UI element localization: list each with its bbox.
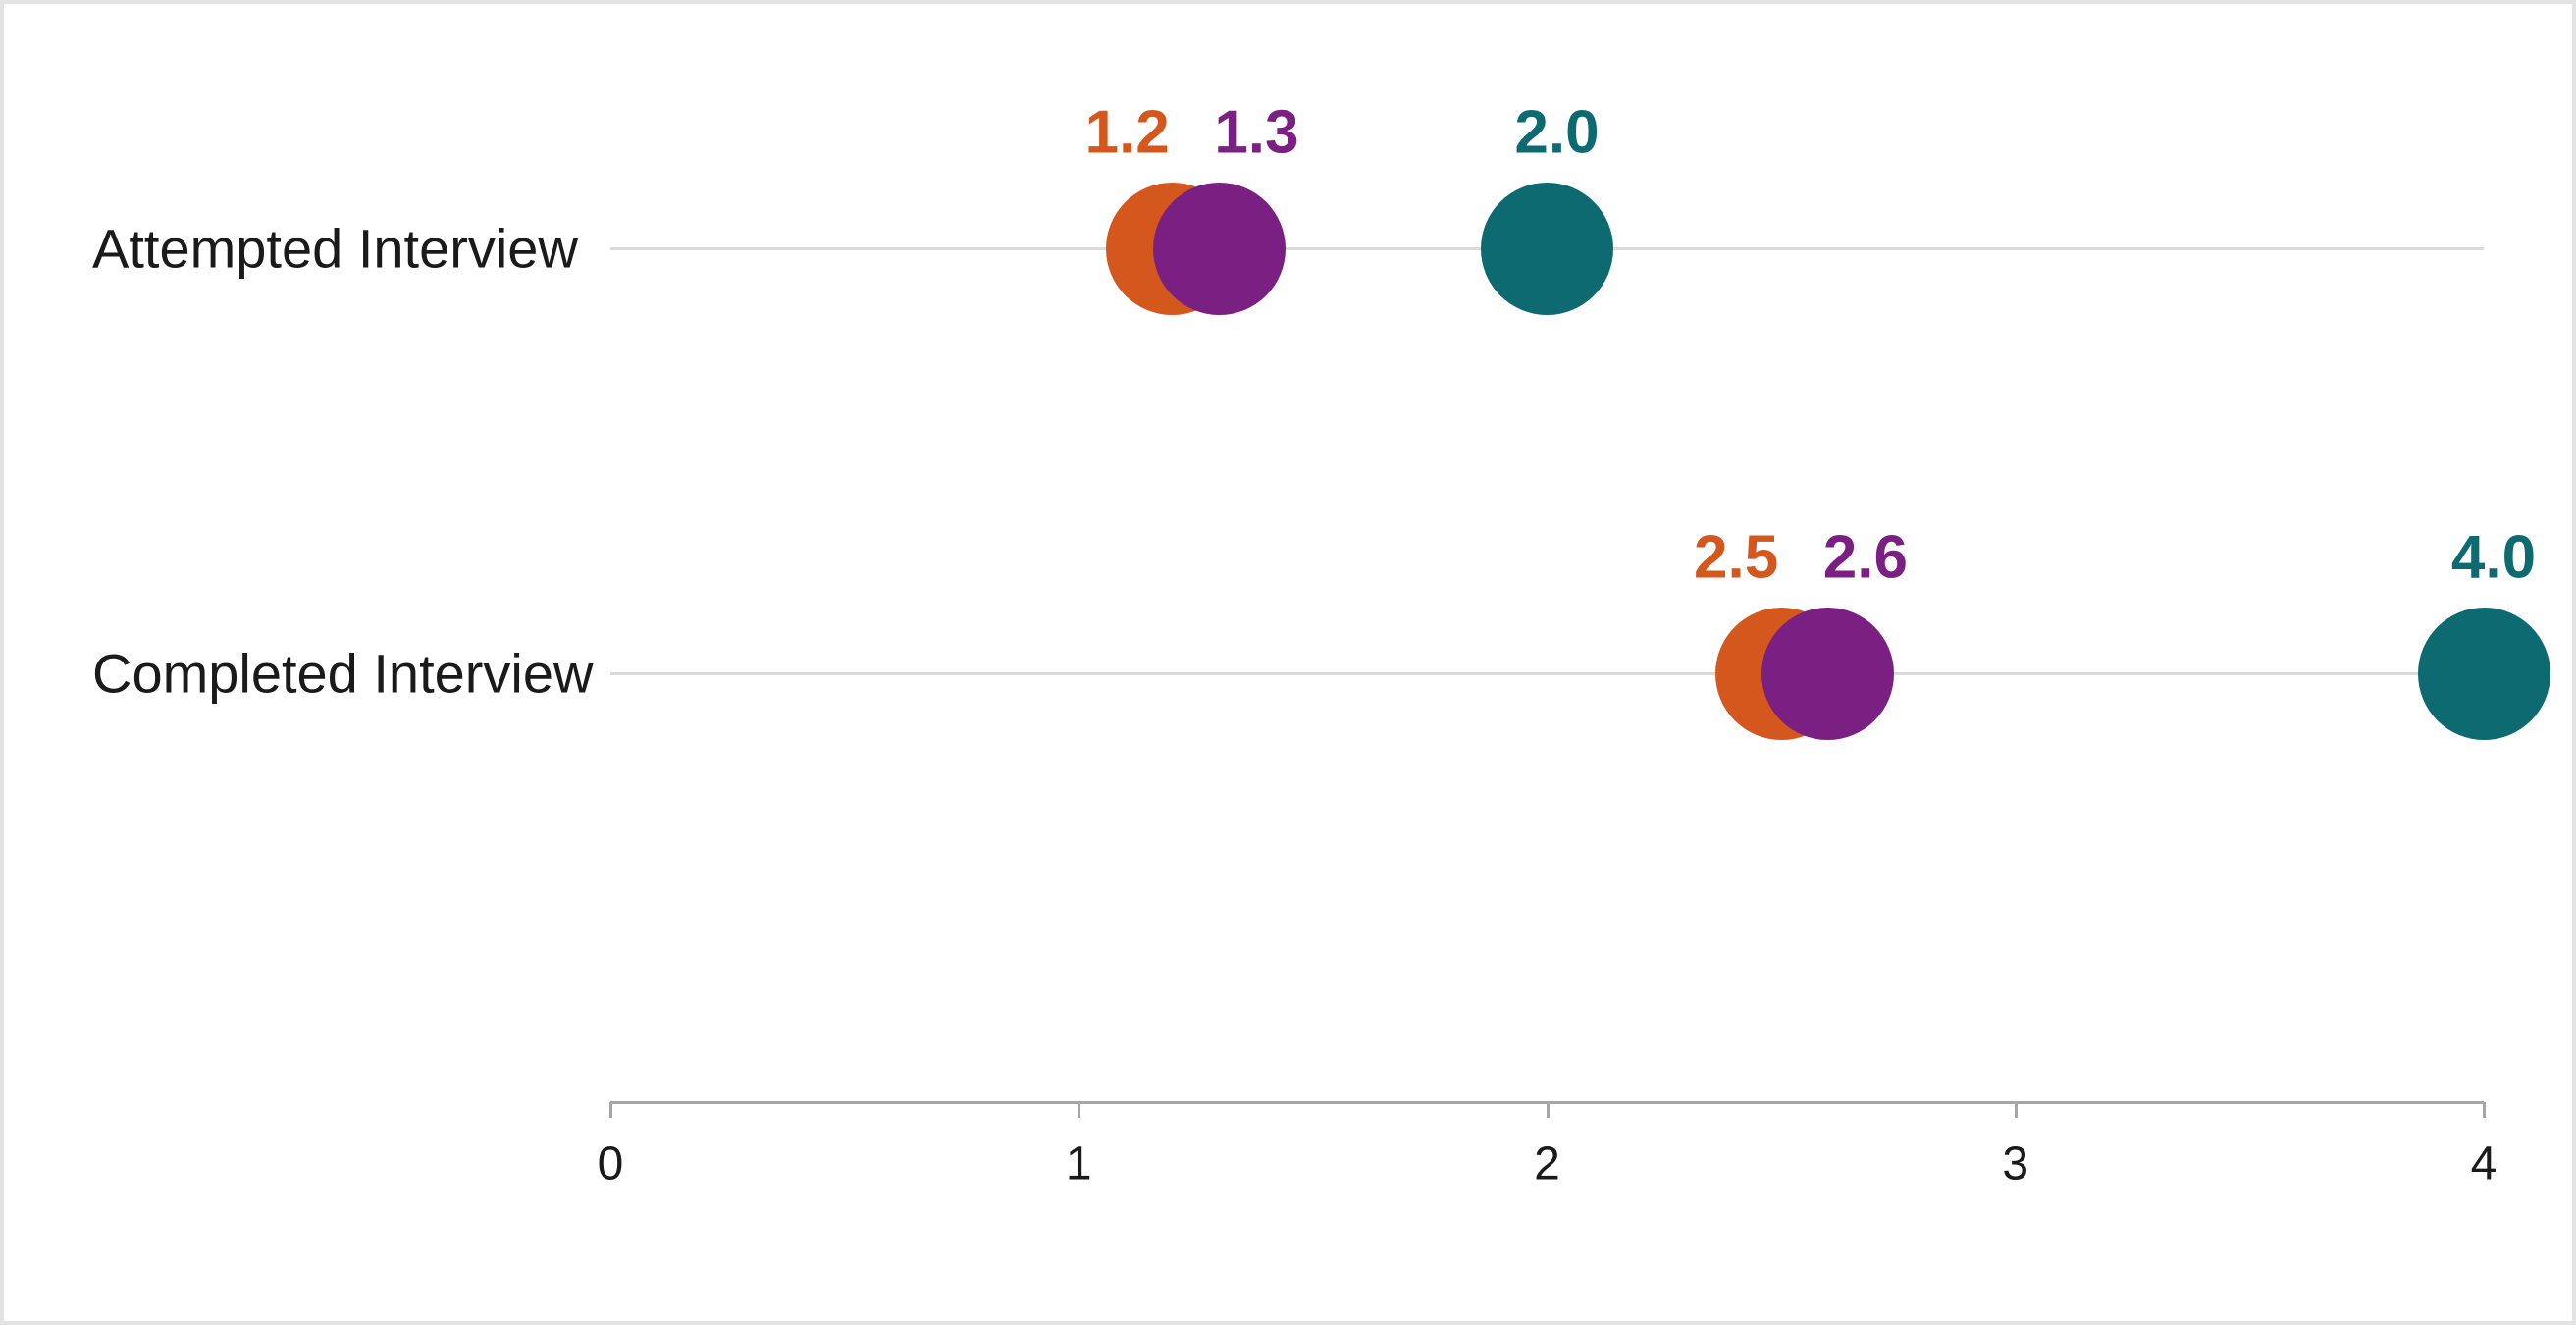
purple-series-data-label: 2.6 — [1822, 523, 1908, 592]
x-axis-tick-label: 3 — [2002, 1138, 2029, 1191]
teal-series-dot — [2417, 607, 2550, 740]
x-axis-tick — [1546, 1102, 1550, 1118]
category-label: Attempted Interview — [92, 217, 578, 280]
x-axis-tick-label: 2 — [1534, 1138, 1560, 1191]
teal-series-data-label: 2.0 — [1514, 98, 1600, 167]
purple-series-data-label: 1.3 — [1214, 98, 1299, 167]
purple-series-dot — [1152, 182, 1286, 315]
teal-series-dot — [1481, 182, 1613, 315]
teal-series-data-label: 4.0 — [2450, 523, 2537, 592]
x-axis-tick — [2014, 1102, 2018, 1118]
x-axis-tick-label: 0 — [597, 1138, 624, 1191]
category-label: Completed Interview — [92, 642, 594, 705]
x-axis-tick — [1078, 1102, 1081, 1118]
x-axis-tick-label: 1 — [1065, 1138, 1092, 1191]
orange-series-data-label: 2.5 — [1694, 523, 1779, 592]
orange-series-data-label: 1.2 — [1084, 98, 1170, 167]
x-axis-tick — [2483, 1102, 2486, 1118]
category-gridline — [610, 672, 2484, 675]
purple-series-dot — [1761, 607, 1895, 740]
x-axis-tick — [609, 1102, 612, 1118]
x-axis-tick-label: 4 — [2470, 1138, 2497, 1191]
